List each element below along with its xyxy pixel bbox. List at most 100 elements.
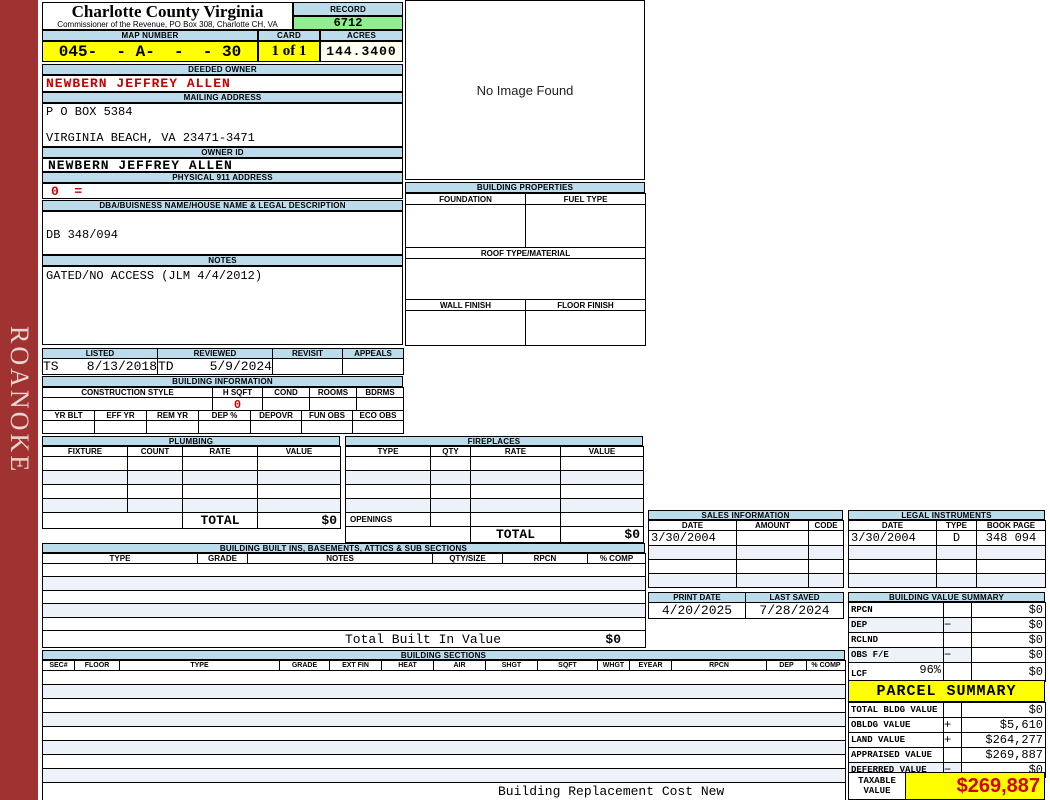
- building-value-summary-header: BUILDING VALUE SUMMARY: [848, 592, 1045, 602]
- notes-value: GATED/NO ACCESS (JLM 4/4/2012): [42, 266, 403, 345]
- legal-empty-row: [848, 559, 1046, 574]
- ps-value-obldg: $5,610: [961, 717, 1046, 733]
- bsec-col-extfin: EXT FIN: [329, 660, 382, 671]
- bvs-value-rpcn: $0: [971, 602, 1046, 618]
- ps-op-appraised: [943, 747, 962, 763]
- building-sections-header: BUILDING SECTIONS: [42, 650, 845, 660]
- mailing-address-line1: P O BOX 5384: [46, 105, 133, 119]
- bsec-col-heat: HEAT: [381, 660, 434, 671]
- sales-information-header: SALES INFORMATION: [648, 510, 843, 520]
- deeded-owner-header: DEEDED OWNER: [42, 64, 403, 75]
- sales-empty-row: [648, 559, 844, 574]
- bvs-label-rpcn: RPCN: [848, 602, 944, 618]
- bsec-empty-row: [42, 726, 846, 741]
- builtins-col-type: TYPE: [42, 553, 198, 564]
- ps-value-land: $264,277: [961, 732, 1046, 748]
- plumbing-total-value: $0: [257, 512, 341, 529]
- roof-type-header: ROOF TYPE/MATERIAL: [405, 247, 646, 259]
- plumbing-col-value: VALUE: [257, 446, 341, 457]
- hsqft-header: H SQFT: [212, 387, 263, 398]
- rooms-header: ROOMS: [309, 387, 357, 398]
- building-properties-header: BUILDING PROPERTIES: [405, 182, 645, 193]
- acres-label: ACRES: [320, 30, 403, 41]
- record-label: RECORD: [293, 2, 403, 16]
- legal-col-bookpage: BOOK PAGE: [976, 520, 1046, 531]
- sales-date: 3/30/2004: [648, 530, 737, 546]
- legal-instruments-table: DATE TYPE BOOK PAGE 3/30/2004 D 348 094: [848, 520, 1046, 588]
- image-panel: No Image Found: [405, 0, 645, 180]
- bvs-op-rpcn: [943, 602, 972, 618]
- fireplaces-col-value: VALUE: [560, 446, 644, 457]
- taxable-value-row: TAXABLE VALUE $269,887: [848, 772, 1045, 800]
- appeals-value: [342, 358, 404, 375]
- legal-empty-row: [848, 545, 1046, 560]
- bsec-col-grade: GRADE: [279, 660, 330, 671]
- sales-code: [808, 530, 844, 546]
- bvs-value-lcf: $0: [971, 662, 1046, 682]
- fireplaces-total-value: $0: [560, 526, 644, 543]
- bsec-empty-row: [42, 712, 846, 727]
- listed-value: TS 8/13/2018: [42, 358, 158, 375]
- bvs-op-lcf: [943, 662, 972, 682]
- ecoobs-header: ECO OBS: [352, 410, 404, 421]
- builtins-empty-row: [42, 563, 646, 577]
- ps-value-appraised: $269,887: [961, 747, 1046, 763]
- print-date-value: 4/20/2025: [648, 602, 746, 619]
- bsec-col-sec: SEC#: [42, 660, 75, 671]
- sidebar: ROANOKE: [0, 0, 38, 800]
- fireplaces-empty-row: [345, 484, 644, 499]
- review-table: LISTED REVIEWED REVISIT APPEALS TS 8/13/…: [42, 348, 404, 375]
- fireplaces-col-rate: RATE: [470, 446, 561, 457]
- bsec-col-pcomp: % COMP: [806, 660, 846, 671]
- bvs-label-dep: DEP: [848, 617, 944, 633]
- bsec-col-eyear: EYEAR: [629, 660, 672, 671]
- fireplaces-col-type: TYPE: [345, 446, 431, 457]
- builtins-total-label: Total Built In Value: [345, 631, 502, 647]
- ps-value-totalbldg: $0: [961, 702, 1046, 718]
- reviewed-header: REVIEWED: [157, 348, 273, 359]
- building-sections-table: SEC# FLOOR TYPE GRADE EXT FIN HEAT AIR S…: [42, 660, 846, 800]
- cond-header: COND: [262, 387, 310, 398]
- fireplaces-empty-row: [345, 498, 644, 513]
- reviewed-date: 5/9/2024: [209, 359, 272, 374]
- county-header: Charlotte County Virginia Commissioner o…: [42, 2, 293, 30]
- fireplaces-empty-row: [345, 456, 644, 471]
- foundation-header: FOUNDATION: [405, 193, 526, 205]
- bsec-col-dep: DEP: [766, 660, 807, 671]
- bvs-value-obsfe: $0: [971, 647, 1046, 663]
- builtins-col-rpcn: RPCN: [502, 553, 588, 564]
- building-information-table2: YR BLT EFF YR REM YR DEP % DEPOVR FUN OB…: [42, 410, 404, 434]
- sales-amount: [736, 530, 809, 546]
- appeals-header: APPEALS: [342, 348, 404, 359]
- sales-information-table: DATE AMOUNT CODE 3/30/2004: [648, 520, 844, 588]
- bvs-op-rclnd: [943, 632, 972, 648]
- plumbing-empty-row: [42, 498, 341, 513]
- yrblt-header: YR BLT: [42, 410, 95, 421]
- wall-finish-header: WALL FINISH: [405, 299, 526, 311]
- card-label: CARD: [258, 30, 320, 41]
- reviewed-by: TD: [158, 359, 174, 374]
- builtins-empty-row: [42, 590, 646, 604]
- physical-911-value: 0 =: [42, 183, 403, 199]
- mailing-address-box: P O BOX 5384 VIRGINIA BEACH, VA 23471-34…: [42, 103, 403, 147]
- builtins-col-pcomp: % COMP: [587, 553, 646, 564]
- ps-label-appraised: APPRAISED VALUE: [848, 747, 944, 763]
- sales-empty-row: [648, 545, 844, 560]
- plumbing-col-fixture: FIXTURE: [42, 446, 128, 457]
- bsec-col-air: AIR: [433, 660, 486, 671]
- bvs-value-dep: $0: [971, 617, 1046, 633]
- bsec-empty-row: [42, 740, 846, 755]
- listed-date: 8/13/2018: [86, 359, 157, 374]
- plumbing-header: PLUMBING: [42, 436, 340, 446]
- construction-style-header: CONSTRUCTION STYLE: [42, 387, 213, 398]
- map-number-value: 045- - A- - - 30: [42, 41, 258, 62]
- deeded-owner-value: NEWBERN JEFFREY ALLEN: [42, 75, 403, 92]
- fireplaces-openings-label: OPENINGS: [345, 512, 431, 527]
- fireplaces-header: FIREPLACES: [345, 436, 643, 446]
- legal-date: 3/30/2004: [848, 530, 937, 546]
- legal-col-type: TYPE: [936, 520, 977, 531]
- revisit-value: [272, 358, 343, 375]
- revisit-header: REVISIT: [272, 348, 343, 359]
- ps-op-totalbldg: [943, 702, 962, 718]
- bsec-empty-row: [42, 670, 846, 685]
